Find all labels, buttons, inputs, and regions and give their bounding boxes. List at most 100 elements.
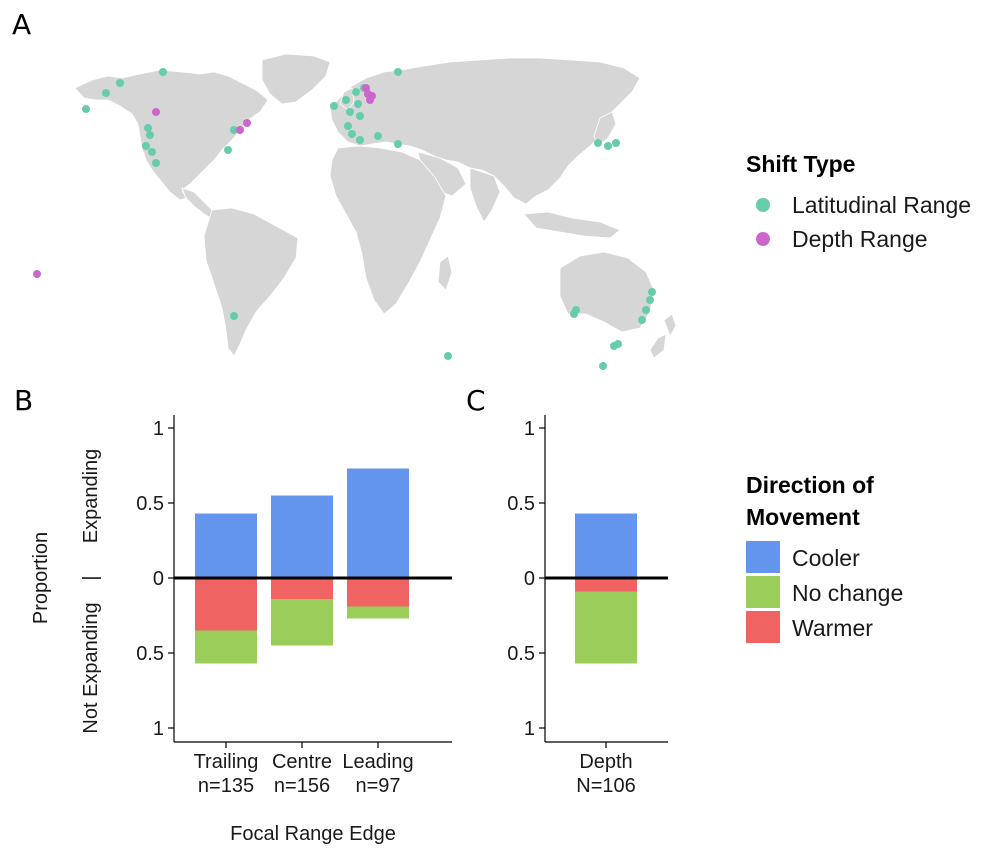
land-madagascar: [437, 255, 453, 291]
land-indonesia: [523, 211, 621, 239]
x-tick-label: Leading: [342, 751, 413, 773]
lat-point: [159, 68, 167, 76]
lat-point: [146, 131, 154, 139]
lat-point: [152, 159, 160, 167]
chart-b-y-label-separator: |: [80, 575, 102, 580]
chart-b-y-label-not-expanding: Not Expanding: [80, 602, 102, 733]
movement-legend: Direction of Movement Cooler No change W…: [746, 472, 903, 643]
movement-legend-title-line2: Movement: [746, 504, 860, 530]
lat-point: [614, 340, 622, 348]
lat-point: [599, 362, 607, 370]
lat-point: [82, 105, 90, 113]
chart-b-y-title-prefix: Proportion: [30, 532, 52, 624]
y-tick-label: 0: [524, 568, 535, 590]
depth-point: [243, 119, 251, 127]
lat-point: [394, 140, 402, 148]
lat-point: [394, 68, 402, 76]
y-tick-label: 0: [153, 568, 164, 590]
lat-point: [604, 142, 612, 150]
x-tick-count: n=156: [274, 775, 330, 797]
lat-point: [230, 312, 238, 320]
lat-point: [648, 288, 656, 296]
y-tick-label: 1: [153, 718, 164, 740]
x-tick-count: N=106: [576, 775, 636, 797]
chart-c-y-ticks: 1 0.5 0 0.5 1: [507, 418, 545, 740]
legend-label-latitudinal: Latitudinal Range: [792, 192, 971, 218]
lat-point: [230, 126, 238, 134]
chart-b-y-ticks: 1 0.5 0 0.5 1: [136, 418, 174, 740]
legend-swatch-no-change: [746, 576, 780, 608]
land-new-zealand-south: [649, 333, 667, 359]
lat-point: [594, 139, 602, 147]
x-tick-count: n=97: [355, 775, 400, 797]
legend-swatch-warmer: [746, 611, 780, 643]
y-tick-label: 0.5: [507, 643, 535, 665]
bar-no-change-trailing: [195, 630, 257, 664]
lat-point: [344, 122, 352, 130]
depth-point: [33, 270, 41, 278]
map-points: [33, 68, 656, 370]
legend-label-cooler: Cooler: [792, 545, 860, 571]
chart-b-y-label-expanding: Expanding: [80, 449, 102, 544]
bar-warmer-trailing: [195, 578, 257, 631]
x-tick-label: Trailing: [194, 751, 259, 773]
panel-label-a: A: [12, 8, 31, 41]
bar-warmer-centre: [271, 578, 333, 599]
legend-swatch-cooler: [746, 541, 780, 573]
bar-cooler-trailing: [195, 513, 257, 578]
panel-label-b: B: [14, 384, 33, 417]
lat-point: [102, 89, 110, 97]
movement-legend-title-line1: Direction of: [746, 472, 874, 498]
land-japan: [593, 111, 617, 147]
lat-point: [346, 108, 354, 116]
bar-no-change-leading: [347, 606, 409, 619]
land-africa: [329, 145, 447, 315]
lat-point: [142, 142, 150, 150]
lat-point: [612, 139, 620, 147]
lat-point: [642, 306, 650, 314]
lat-point: [224, 146, 232, 154]
depth-range-points: [33, 84, 376, 278]
bar-warmer-leading: [347, 578, 409, 607]
x-tick-count: n=135: [198, 775, 254, 797]
latitudinal-range-points: [82, 68, 656, 370]
y-tick-label: 0.5: [136, 643, 164, 665]
lat-point: [354, 100, 362, 108]
chart-b-x-title: Focal Range Edge: [230, 823, 396, 845]
chart-b-y-title: Proportion: [30, 532, 52, 624]
x-tick-label: Centre: [272, 751, 332, 773]
lat-point: [356, 112, 364, 120]
y-tick-label: 1: [524, 418, 535, 440]
land-eurasia: [329, 57, 641, 205]
lat-point: [352, 88, 360, 96]
bar-no-change-centre: [271, 599, 333, 646]
chart-c-bars: [575, 513, 637, 664]
lat-point: [342, 96, 350, 104]
bar-cooler-depth: [575, 513, 637, 578]
chart-b-y-subtitle: Not Expanding | Expanding: [80, 449, 102, 734]
land-greenland: [261, 53, 331, 105]
land-north-america: [74, 69, 269, 201]
depth-point: [236, 126, 244, 134]
bar-cooler-centre: [271, 495, 333, 578]
bar-cooler-leading: [347, 468, 409, 578]
y-tick-label: 0.5: [136, 493, 164, 515]
depth-point: [152, 108, 160, 116]
land-south-america: [203, 207, 299, 357]
lat-point: [348, 130, 356, 138]
shift-type-legend-title: Shift Type: [746, 151, 855, 177]
legend-swatch-depth: [756, 232, 770, 246]
y-tick-label: 1: [524, 718, 535, 740]
lat-point: [356, 136, 364, 144]
lat-point: [330, 102, 338, 110]
lat-point: [444, 352, 452, 360]
bar-warmer-depth: [575, 578, 637, 592]
land-new-zealand: [663, 313, 677, 337]
lat-point: [144, 124, 152, 132]
bar-no-change-depth: [575, 591, 637, 664]
y-tick-label: 1: [153, 418, 164, 440]
